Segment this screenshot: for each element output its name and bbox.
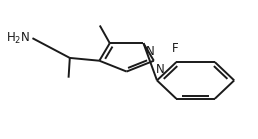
Text: N: N	[146, 45, 155, 58]
Text: N: N	[156, 63, 165, 76]
Text: F: F	[172, 42, 178, 55]
Text: H$_2$N: H$_2$N	[6, 31, 30, 46]
